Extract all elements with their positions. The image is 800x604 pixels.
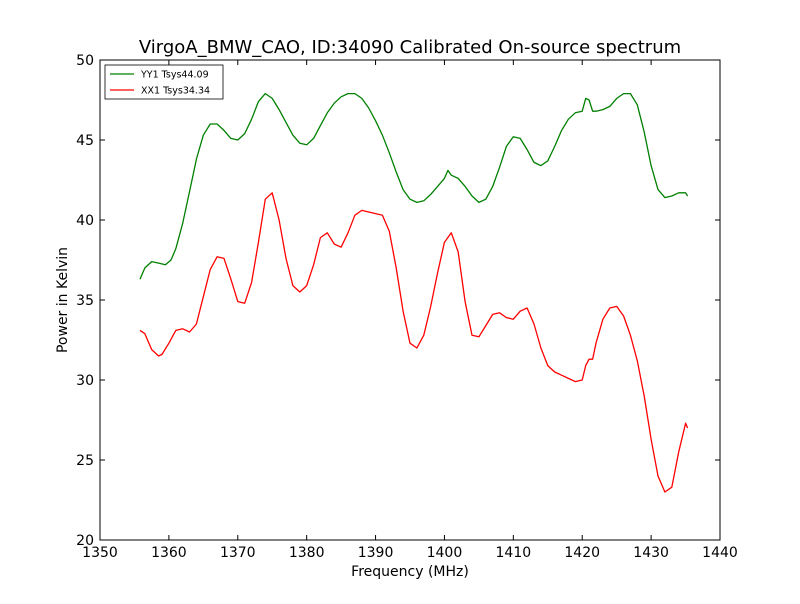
legend-label-yy1: YY1 Tsys44.09 [140, 70, 209, 81]
x-tick-label: 1360 [151, 545, 187, 561]
chart-title: VirgoA_BMW_CAO, ID:34090 Calibrated On-s… [139, 37, 681, 58]
y-tick-label: 50 [76, 53, 94, 69]
y-tick-label: 40 [76, 213, 94, 229]
y-tick-label: 25 [76, 453, 94, 469]
legend-label-xx1: XX1 Tsys34.34 [141, 86, 210, 97]
y-tick-label: 20 [76, 533, 94, 549]
x-tick-label: 1440 [702, 545, 738, 561]
plot-area [100, 60, 720, 540]
y-tick-label: 45 [76, 133, 94, 149]
x-tick-label: 1380 [289, 545, 325, 561]
ticks-layer: 1350 1360 1370 1380 1390 1400 1410 1420 1430 1440… [76, 53, 738, 561]
x-tick-label: 1430 [633, 545, 669, 561]
x-tick-label: 1400 [427, 545, 463, 561]
x-tick-label: 1420 [564, 545, 600, 561]
series-layer [139, 92, 689, 493]
y-axis-label: Power in Kelvin [55, 247, 71, 353]
x-tick-label: 1350 [82, 545, 118, 561]
series-line-xx1 [139, 192, 689, 493]
x-tick-label: 1410 [496, 545, 532, 561]
legend: YY1 Tsys44.09 XX1 Tsys34.34 [104, 64, 224, 100]
y-tick-label: 35 [76, 293, 94, 309]
x-tick-label: 1390 [358, 545, 394, 561]
x-tick-label: 1370 [220, 545, 256, 561]
series-line-yy1 [139, 92, 689, 280]
x-axis-label: Frequency (MHz) [351, 564, 469, 580]
y-tick-label: 30 [76, 373, 94, 389]
legend-box [104, 64, 224, 100]
